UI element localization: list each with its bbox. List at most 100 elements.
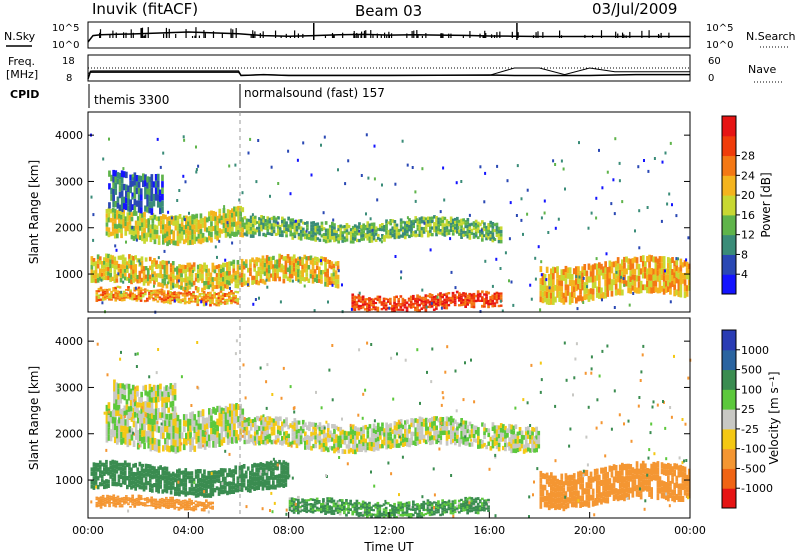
heatmap-cell [90,467,94,472]
heatmap-cell [512,443,516,449]
heatmap-cell [445,435,449,441]
heatmap-cell [105,257,108,263]
heatmap-cell [142,275,146,281]
heatmap-cell [454,432,457,437]
heatmap-cell [215,277,219,281]
heatmap-cell [420,430,424,436]
heatmap-cell [189,438,192,446]
heatmap-cell [491,294,495,298]
heatmap-cell [121,209,124,213]
heatmap-cell [499,437,503,442]
heatmap-cell [112,496,116,499]
heatmap-cell [336,279,340,284]
heatmap-cell [362,429,365,434]
heatmap-cell [288,260,292,266]
heatmap-cell [351,236,355,241]
heatmap-cell [433,225,436,229]
heatmap-cell [324,446,328,451]
heatmap-cell [124,432,128,439]
heatmap-cell [113,208,117,214]
heatmap-cell [285,231,288,235]
heatmap-cell [345,229,349,233]
heatmap-cell [107,207,111,213]
heatmap-cell [529,434,532,440]
heatmap-cell [675,271,679,278]
heatmap-cell [687,279,691,286]
heatmap-cell [219,481,223,486]
heatmap-cell [218,208,222,214]
heatmap-cell [211,296,214,300]
heatmap-cell [128,220,132,225]
heatmap-cell [106,502,109,504]
heatmap-cell [217,276,221,281]
heatmap-cell [393,220,397,224]
heatmap-cell [477,435,480,441]
heatmap-cell [449,415,453,421]
heatmap-cell [354,430,357,436]
heatmap-cell [191,229,194,235]
heatmap-cell [188,471,192,476]
heatmap-cell [107,266,110,272]
heatmap-cell [429,232,432,237]
heatmap-cell [591,282,595,289]
heatmap-cell [440,306,443,310]
heatmap-cell [259,466,263,472]
heatmap-cell [539,290,543,297]
heatmap-cell [139,294,143,297]
heatmap-cell [217,272,221,277]
heatmap-cell [631,274,635,280]
heatmap-cell [283,419,286,424]
heatmap-cell [122,294,126,297]
heatmap-cell [228,297,231,300]
heatmap-cell [406,163,409,167]
heatmap-cell [401,302,405,305]
heatmap-cell [474,225,478,229]
heatmap-cell [460,439,463,444]
heatmap-cell [180,478,183,483]
heatmap-cell [586,285,588,289]
heatmap-cell [245,233,249,237]
heatmap-cell [306,434,309,440]
heatmap-cell [239,410,242,417]
heatmap-cell [132,256,135,261]
heatmap-cell [577,295,580,302]
heatmap-cell [225,300,229,303]
heatmap-cell [309,255,313,261]
heatmap-cell [466,231,470,235]
heatmap-cell [134,255,137,260]
heatmap-cell [146,497,149,499]
heatmap-cell [397,232,401,236]
heatmap-cell [131,225,134,229]
heatmap-cell [422,434,426,439]
heatmap-cell [107,479,110,484]
heatmap-cell [560,291,564,298]
heatmap-cell [445,295,449,299]
heatmap-cell [235,206,238,212]
heatmap-cell [313,501,317,504]
heatmap-cell [228,485,231,490]
heatmap-cell [269,465,273,471]
heatmap-cell [558,285,561,292]
heatmap-cell [139,292,143,295]
heatmap-cell [472,235,476,239]
heatmap-cell [414,302,417,305]
heatmap-cell [384,302,388,305]
heatmap-cell [263,267,267,272]
heatmap-cell [353,298,357,301]
heatmap-cell [122,419,125,426]
heatmap-cell [208,235,211,241]
heatmap-cell [185,301,189,304]
heatmap-cell [368,306,371,309]
heatmap-cell [173,291,176,294]
heatmap-cell [284,265,288,270]
heatmap-cell [446,226,449,230]
heatmap-cell [167,471,171,476]
heatmap-cell [374,232,378,236]
heatmap-cell [126,433,130,441]
heatmap-cell [253,231,257,235]
heatmap-cell [151,234,155,240]
heatmap-cell [116,501,120,504]
heatmap-cell [154,295,158,297]
heatmap-cell [276,474,279,479]
heatmap-cell [324,232,328,236]
